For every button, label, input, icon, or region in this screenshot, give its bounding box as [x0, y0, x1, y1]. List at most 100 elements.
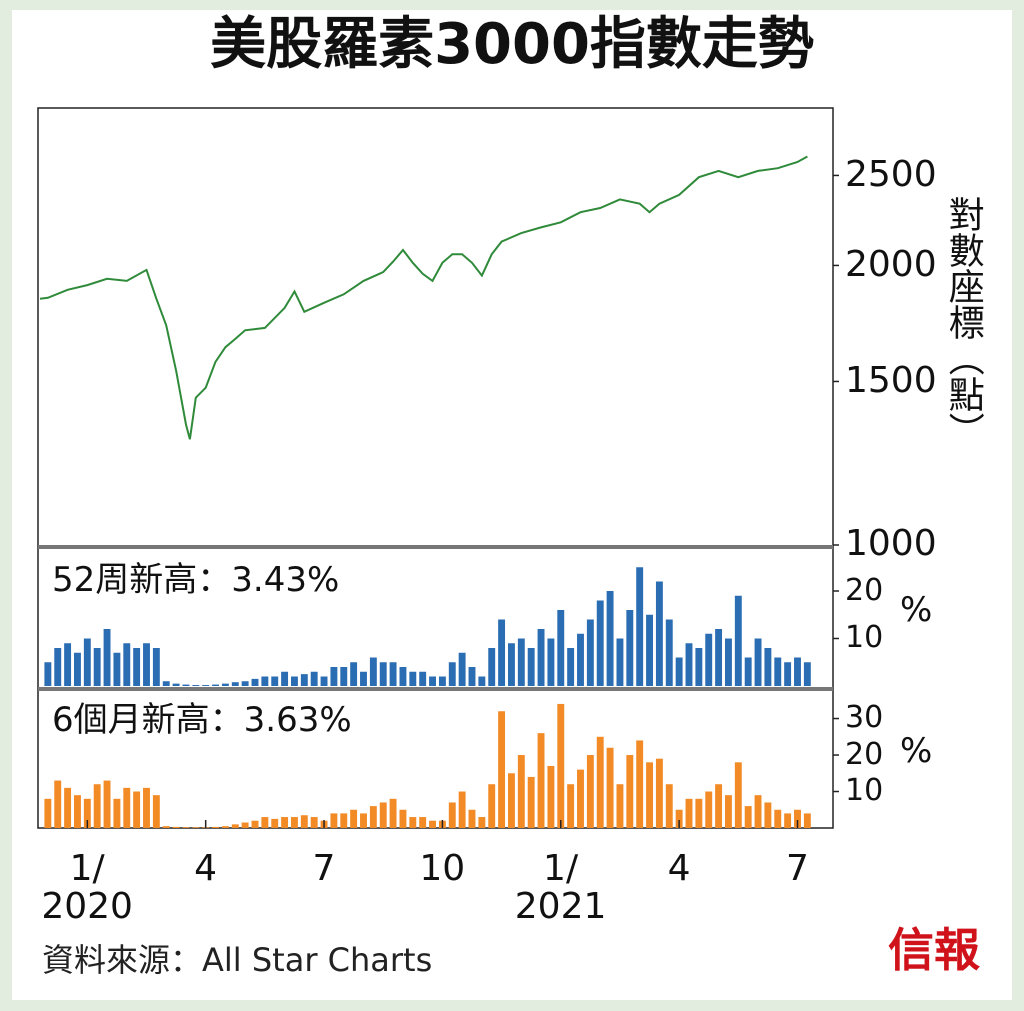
bar	[547, 638, 555, 686]
bar	[764, 648, 772, 686]
bar	[290, 817, 298, 828]
bar	[478, 817, 486, 828]
bar	[537, 733, 545, 828]
x-tick-label: 10	[419, 848, 466, 889]
bar	[369, 806, 377, 828]
bar	[794, 809, 801, 828]
bar	[715, 629, 723, 686]
bar	[44, 798, 52, 828]
bar	[478, 676, 486, 686]
bar	[399, 809, 407, 828]
y-tick-label: 20	[845, 572, 884, 608]
bar	[675, 657, 683, 686]
bar	[744, 657, 752, 686]
bar	[537, 629, 545, 686]
bar	[448, 802, 456, 828]
bar	[448, 662, 456, 686]
bar	[330, 667, 338, 686]
bar	[93, 784, 101, 828]
bar	[44, 662, 52, 686]
bar	[409, 817, 417, 828]
bar	[803, 813, 811, 828]
bar	[626, 755, 634, 828]
bar	[221, 683, 229, 686]
bar	[300, 674, 308, 686]
bar	[507, 643, 515, 686]
bar	[685, 798, 693, 828]
bar	[113, 652, 121, 686]
bar	[517, 755, 525, 828]
bar	[281, 671, 289, 686]
bar	[724, 638, 732, 686]
bar	[438, 676, 446, 686]
bar	[231, 682, 239, 686]
bar	[586, 755, 594, 828]
bar	[360, 813, 367, 828]
bar	[360, 671, 367, 686]
bar	[419, 671, 427, 686]
bar	[577, 769, 584, 828]
bar	[665, 619, 673, 686]
bar	[182, 827, 190, 828]
bar	[705, 791, 713, 828]
bar	[379, 662, 387, 686]
y-tick-label: 2000	[845, 243, 937, 285]
bar	[143, 787, 150, 828]
bar	[212, 826, 219, 828]
bar	[300, 815, 308, 828]
bar	[498, 711, 506, 828]
bar	[350, 662, 358, 686]
bar	[340, 813, 348, 828]
bar	[251, 820, 259, 828]
bar	[715, 784, 723, 828]
bar	[241, 822, 249, 828]
bar	[182, 684, 190, 686]
bar	[192, 685, 200, 686]
bar	[429, 676, 436, 686]
bar	[458, 791, 466, 828]
bar	[586, 619, 594, 686]
bar	[271, 676, 279, 686]
y-tick-label: 1000	[845, 523, 937, 565]
bar	[675, 809, 683, 828]
bar	[655, 581, 663, 686]
bar	[231, 824, 239, 828]
bar	[596, 736, 604, 828]
bar	[261, 676, 269, 686]
bar	[133, 648, 141, 686]
bar	[241, 681, 249, 686]
logo: 信報	[888, 923, 980, 977]
bar	[527, 776, 535, 828]
bar	[64, 787, 72, 828]
bar	[498, 619, 506, 686]
bar	[143, 643, 150, 686]
bar	[212, 684, 219, 686]
bar	[310, 671, 318, 686]
bar	[172, 683, 180, 686]
bar	[685, 643, 693, 686]
bar	[152, 648, 160, 686]
bar	[409, 671, 417, 686]
bar	[488, 648, 496, 686]
x-tick-label: 4	[194, 848, 218, 889]
bar	[517, 638, 525, 686]
bar	[369, 657, 377, 686]
bar	[507, 773, 515, 828]
bar	[774, 809, 782, 828]
bar	[103, 780, 111, 828]
bar	[784, 813, 792, 828]
bar	[271, 818, 279, 828]
bar	[803, 662, 811, 686]
panel-background	[12, 10, 1012, 1000]
bar	[794, 657, 801, 686]
bar	[192, 827, 200, 828]
x-tick-label: 7	[312, 848, 336, 889]
bar	[281, 817, 289, 828]
bar	[616, 638, 624, 686]
bar	[113, 798, 121, 828]
bar	[646, 762, 653, 828]
bar	[379, 802, 387, 828]
y-tick-label: 20	[845, 736, 884, 772]
y-tick-label: 10	[845, 773, 884, 808]
